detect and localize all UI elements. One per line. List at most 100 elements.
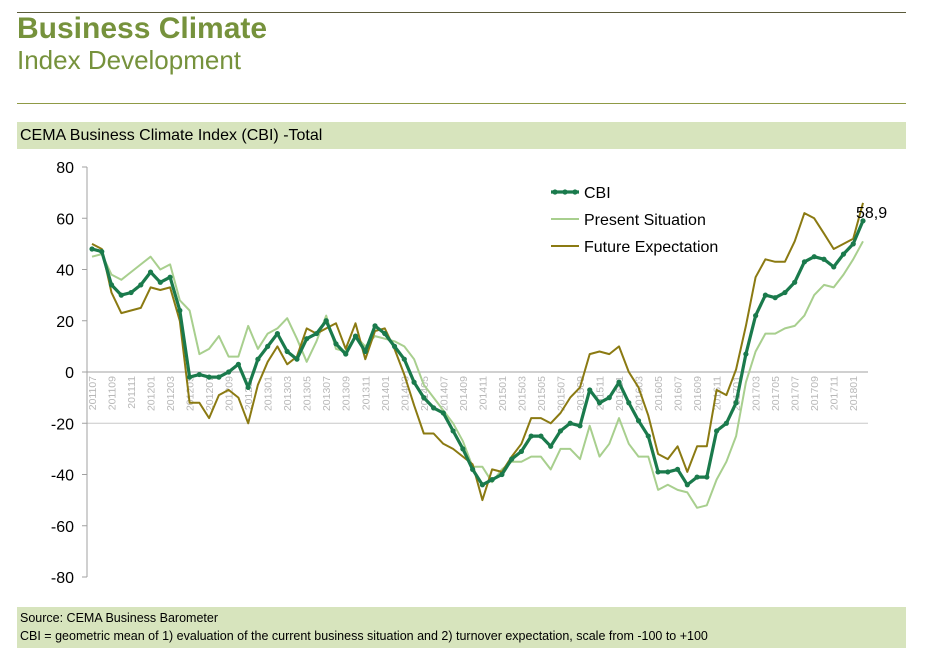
cbi-point <box>694 474 700 480</box>
cbi-point <box>265 343 271 349</box>
cbi-point <box>811 254 817 260</box>
chart-legend: CBI Present Situation Future Expectation <box>551 185 718 256</box>
cbi-point <box>567 420 573 426</box>
cbi-point <box>704 474 710 480</box>
cbi-point <box>762 292 769 298</box>
x-tick-label: 201107 <box>87 376 99 410</box>
x-tick-label: 201503 <box>516 376 528 411</box>
cbi-point <box>840 251 847 257</box>
cbi-point <box>382 330 388 337</box>
cbi-point <box>528 433 534 439</box>
y-tick-label: -40 <box>51 468 74 485</box>
x-tick-label: 201111 <box>126 376 138 409</box>
cbi-point <box>782 289 788 296</box>
cbi-point <box>430 405 437 411</box>
y-tick-label: 0 <box>65 365 74 382</box>
cbi-point <box>138 282 144 288</box>
definition-note: CBI = geometric mean of 1) evaluation of… <box>20 629 708 643</box>
cbi-point <box>372 323 378 329</box>
cbi-point <box>723 420 729 426</box>
cbi-point <box>714 428 720 434</box>
x-tick-label: 201505 <box>536 376 548 411</box>
cbi-point <box>255 356 261 362</box>
cbi-point <box>831 264 837 270</box>
cbi-point <box>284 348 290 355</box>
cbi-point <box>304 336 310 342</box>
cbi-point <box>196 371 202 378</box>
cbi-point <box>684 482 690 488</box>
x-tick-label: 201301 <box>263 376 275 411</box>
cbi-point <box>128 289 134 296</box>
cbi-point <box>411 379 417 385</box>
cbi-point <box>99 248 105 255</box>
cbi-point <box>499 471 505 478</box>
cbi-point <box>450 428 456 434</box>
top-rule <box>17 12 906 13</box>
cbi-point <box>655 469 661 475</box>
cbi-point <box>635 418 642 424</box>
cbi-point <box>674 466 681 472</box>
cbi-point <box>401 356 407 362</box>
chart-footer: Source: CEMA Business Barometer CBI = ge… <box>17 607 906 648</box>
x-tick-label: 201311 <box>360 376 372 410</box>
legend-label: CBI <box>584 185 611 202</box>
cbi-point <box>157 279 163 285</box>
cbi-point <box>352 333 359 339</box>
x-tick-label: 201609 <box>692 376 704 411</box>
cbi-point <box>460 446 466 452</box>
cbi-point <box>548 443 554 449</box>
cbi-point <box>489 477 495 483</box>
cbi-point <box>333 341 339 347</box>
series-layer <box>89 202 866 509</box>
cbi-point <box>850 241 856 247</box>
chart-title: CEMA Business Climate Index (CBI) -Total <box>17 122 906 149</box>
series-line-future-expectation <box>91 202 864 502</box>
x-tick-label: 201711 <box>829 376 841 410</box>
legend-marker <box>572 189 578 195</box>
x-tick-label: 201605 <box>653 376 665 411</box>
source-note: Source: CEMA Business Barometer <box>20 611 218 625</box>
x-tick-label: 201411 <box>477 376 489 410</box>
x-tick-label: 201703 <box>751 376 763 411</box>
x-tick-label: 201203 <box>165 376 177 411</box>
x-tick-label: 201303 <box>282 376 294 411</box>
page-subtitle: Index Development <box>17 45 242 75</box>
cbi-point <box>323 318 329 324</box>
cbi-point <box>440 410 446 416</box>
x-tick-label: 201709 <box>809 376 821 411</box>
cbi-point <box>470 466 476 472</box>
x-tick-label: 201507 <box>555 376 567 411</box>
cbi-point <box>626 400 632 406</box>
axis-layer: 80 60 40 20 0 -20 -40 -60 -80 201107 201109 201111 2… <box>51 160 868 587</box>
x-tick-label: 201305 <box>302 376 314 411</box>
legend-marker <box>562 189 568 195</box>
cbi-point <box>596 400 603 406</box>
cbi-point <box>753 313 759 319</box>
cbi-point <box>274 330 281 337</box>
page-title: Business Climate <box>17 12 268 45</box>
x-tick-label: 201307 <box>321 376 333 411</box>
header-rule <box>17 103 906 104</box>
legend-marker <box>552 189 558 195</box>
x-tick-label: 201209 <box>224 376 236 411</box>
cbi-point <box>235 361 241 367</box>
cbi-point <box>206 374 212 380</box>
cbi-point <box>245 384 251 390</box>
x-tick-label: 201309 <box>341 376 353 411</box>
cbi-point <box>665 469 671 475</box>
cbi-point <box>391 343 398 349</box>
cbi-point <box>343 351 349 357</box>
cbi-point <box>577 423 583 429</box>
cbi-point <box>509 456 515 462</box>
y-tick-label: -20 <box>51 416 74 433</box>
cbi-point <box>860 218 866 224</box>
cbi-point <box>557 428 564 434</box>
cbi-point <box>821 256 827 262</box>
y-tick-label: 20 <box>56 314 74 331</box>
y-tick-label: 60 <box>56 211 74 228</box>
y-tick-label: -80 <box>51 570 74 587</box>
cbi-point <box>606 395 612 401</box>
cbi-point <box>587 387 593 393</box>
cbi-point <box>313 330 320 337</box>
